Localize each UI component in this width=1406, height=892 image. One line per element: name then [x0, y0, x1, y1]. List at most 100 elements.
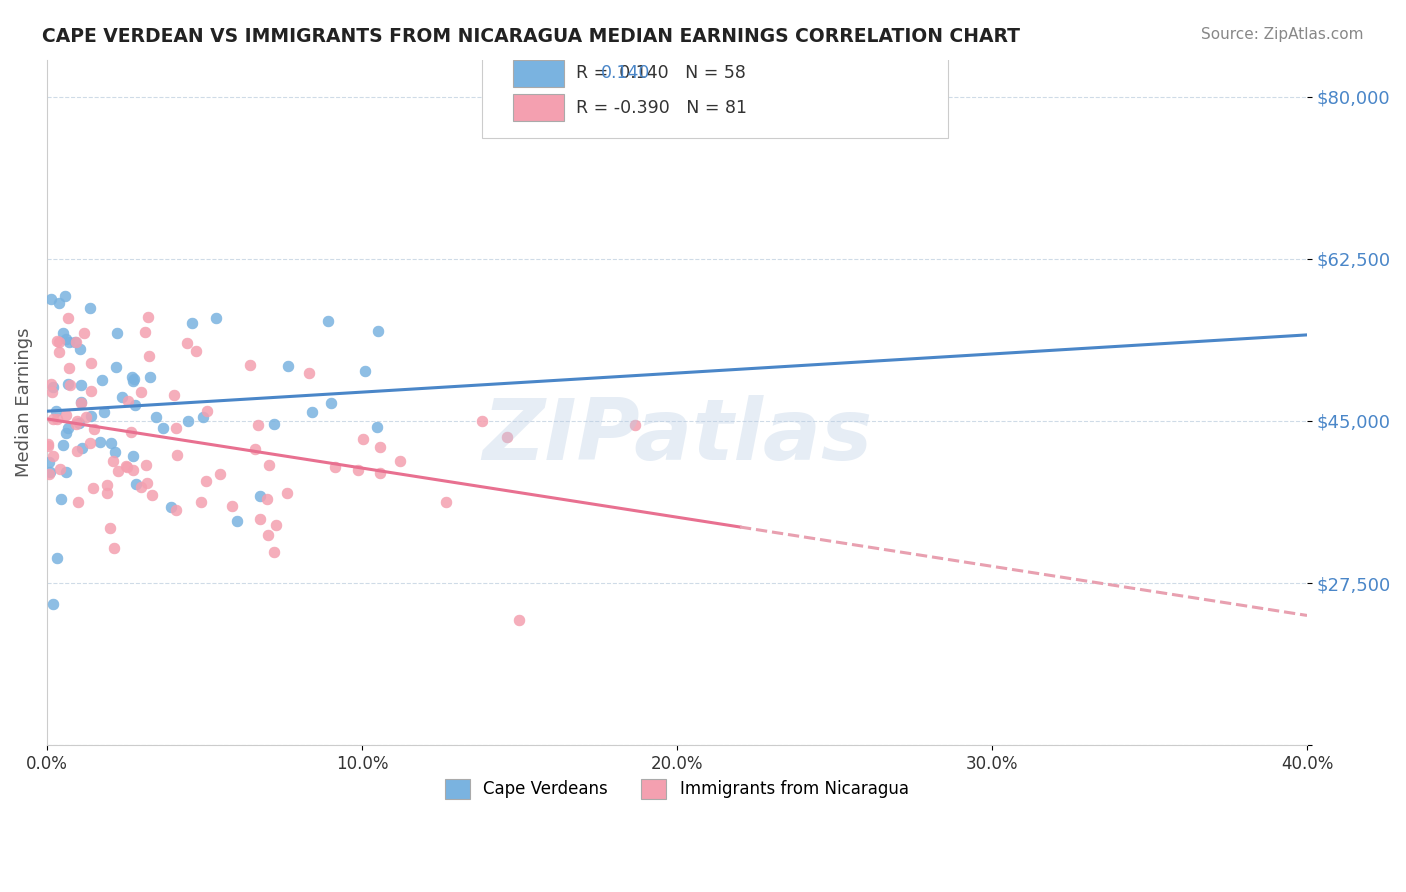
Point: [166, 449, 188, 463]
Point: [115, 459, 138, 474]
Point: [56, 310, 79, 325]
Point: [39, 465, 62, 479]
Point: [191, 410, 214, 425]
Point: [103, 454, 125, 468]
Point: [145, 409, 167, 424]
Point: [367, 324, 389, 338]
Point: [45, 550, 67, 565]
Point: [256, 527, 278, 541]
Point: [39, 377, 62, 392]
Text: ZIPatlas: ZIPatlas: [482, 395, 872, 478]
Point: [165, 502, 187, 516]
Point: [276, 485, 298, 500]
Point: [56, 376, 79, 391]
Text: R =  0.140   N = 58: R = 0.140 N = 58: [576, 64, 747, 82]
Point: [347, 463, 370, 477]
Point: [42, 411, 65, 425]
Point: [184, 343, 207, 358]
Point: [495, 430, 517, 444]
Point: [55, 465, 77, 479]
Point: [249, 489, 271, 503]
Point: [48, 335, 70, 350]
Point: [263, 544, 285, 558]
Point: [138, 370, 160, 384]
Point: [160, 500, 183, 515]
Point: [124, 399, 146, 413]
Legend: Cape Verdeans, Immigrants from Nicaragua: Cape Verdeans, Immigrants from Nicaragua: [439, 772, 915, 805]
Point: [121, 369, 143, 384]
Point: [256, 491, 278, 506]
Point: [388, 454, 411, 468]
Point: [67, 416, 90, 430]
Point: [264, 517, 287, 532]
Point: [135, 458, 157, 472]
Point: [79, 301, 101, 316]
Point: [301, 405, 323, 419]
Point: [98, 520, 121, 534]
Point: [249, 512, 271, 526]
Point: [129, 480, 152, 494]
Point: [111, 390, 134, 404]
Point: [41, 380, 63, 394]
Point: [56, 420, 79, 434]
Point: [354, 363, 377, 377]
Point: [277, 359, 299, 374]
Point: [152, 421, 174, 435]
Point: [247, 417, 270, 432]
Point: [352, 432, 374, 446]
Point: [141, 487, 163, 501]
Point: [38, 455, 60, 469]
Point: [115, 458, 138, 473]
Point: [80, 409, 103, 424]
Point: [122, 449, 145, 463]
Point: [181, 316, 204, 330]
Point: [434, 495, 457, 509]
Point: [65, 335, 87, 350]
Point: [55, 333, 77, 347]
Point: [190, 495, 212, 509]
Point: [42, 449, 65, 463]
Point: [366, 420, 388, 434]
Point: [65, 417, 87, 431]
Point: [239, 358, 262, 372]
Point: [107, 464, 129, 478]
FancyBboxPatch shape: [482, 43, 948, 138]
Point: [136, 476, 159, 491]
Point: [257, 458, 280, 473]
Point: [37, 439, 59, 453]
Point: [82, 481, 104, 495]
Point: [46, 334, 69, 348]
Text: Source: ZipAtlas.com: Source: ZipAtlas.com: [1201, 27, 1364, 42]
Point: [221, 499, 243, 513]
Point: [368, 440, 391, 454]
Point: [103, 541, 125, 556]
Point: [508, 613, 530, 627]
Point: [316, 314, 339, 328]
Point: [89, 434, 111, 449]
Point: [96, 485, 118, 500]
Point: [226, 514, 249, 528]
Point: [125, 476, 148, 491]
Point: [48, 462, 70, 476]
Point: [48, 296, 70, 310]
Point: [134, 325, 156, 339]
Point: [138, 349, 160, 363]
Point: [204, 311, 226, 326]
Point: [121, 463, 143, 477]
Point: [163, 388, 186, 402]
Y-axis label: Median Earnings: Median Earnings: [15, 327, 32, 477]
Point: [117, 393, 139, 408]
Point: [42, 597, 65, 611]
Point: [105, 360, 128, 375]
Point: [104, 445, 127, 459]
Point: [69, 343, 91, 357]
Point: [96, 478, 118, 492]
Point: [177, 414, 200, 428]
Point: [38, 467, 60, 482]
FancyBboxPatch shape: [513, 94, 564, 121]
Point: [55, 426, 77, 441]
FancyBboxPatch shape: [513, 60, 564, 87]
Point: [41, 384, 63, 399]
Point: [59, 377, 82, 392]
Point: [368, 467, 391, 481]
